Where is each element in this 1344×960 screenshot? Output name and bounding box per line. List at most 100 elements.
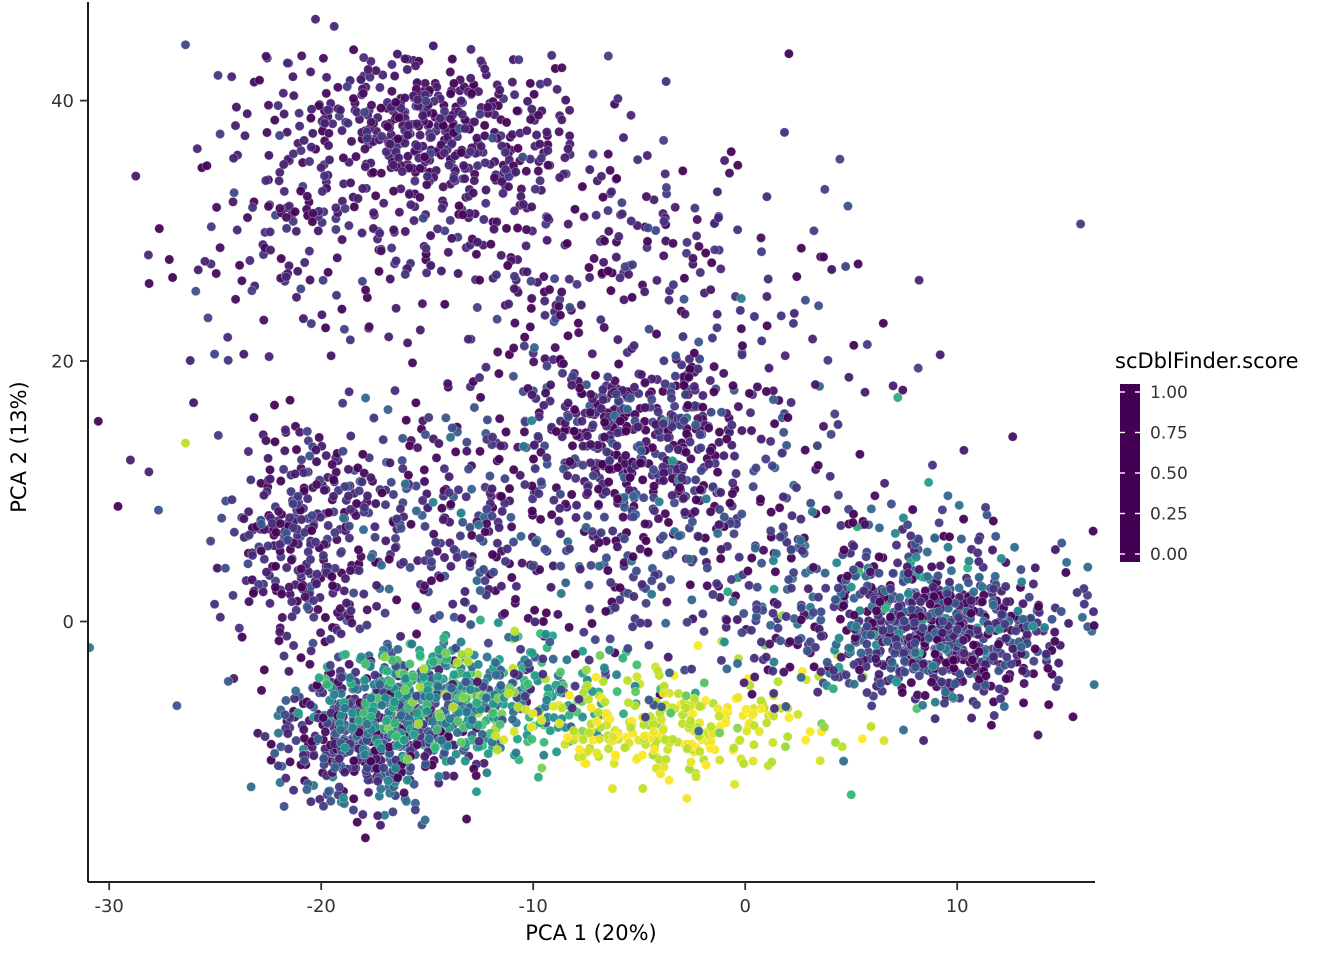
data-point (496, 176, 507, 187)
data-point (899, 656, 910, 667)
data-point (512, 222, 523, 233)
data-point (487, 708, 498, 719)
data-point (282, 728, 293, 739)
data-point (550, 342, 561, 353)
data-point (530, 616, 541, 627)
data-point (537, 653, 548, 664)
data-point (489, 172, 500, 183)
data-point (329, 762, 340, 773)
data-point (933, 570, 944, 581)
data-point (732, 723, 743, 734)
data-point (376, 560, 387, 571)
data-point (243, 596, 254, 607)
data-point (483, 638, 494, 649)
data-point (858, 585, 869, 596)
data-point (386, 477, 397, 488)
data-point (315, 627, 326, 638)
data-point (212, 70, 223, 81)
data-point (746, 425, 757, 436)
data-point (767, 737, 778, 748)
data-point (875, 678, 886, 689)
data-point (399, 685, 410, 696)
data-point (345, 605, 356, 616)
data-point (321, 88, 332, 99)
data-point (685, 715, 696, 726)
data-point (426, 575, 437, 586)
data-point (744, 580, 755, 591)
data-point (336, 304, 347, 315)
data-point (519, 426, 530, 437)
data-point (709, 361, 720, 372)
data-point (292, 266, 303, 277)
data-point (421, 706, 432, 717)
data-point (360, 284, 371, 295)
data-point (534, 411, 545, 422)
data-point (805, 726, 816, 737)
data-point (738, 608, 749, 619)
data-point (680, 309, 691, 320)
data-point (296, 50, 307, 61)
data-point (702, 580, 713, 591)
data-point (591, 210, 602, 221)
data-point (693, 726, 704, 737)
data-point (751, 462, 762, 473)
data-point (284, 582, 295, 593)
data-point (291, 735, 302, 746)
data-point (769, 418, 780, 429)
data-point (812, 440, 823, 451)
data-point (640, 377, 651, 388)
data-point (263, 453, 274, 464)
data-point (399, 92, 410, 103)
data-point (552, 84, 563, 95)
data-point (205, 536, 216, 547)
data-point (800, 735, 811, 746)
data-point (674, 482, 685, 493)
data-point (658, 250, 669, 261)
data-point (570, 649, 581, 660)
data-point (284, 512, 295, 523)
data-point (211, 202, 222, 213)
data-point (474, 275, 485, 286)
data-point (874, 596, 885, 607)
data-point (113, 501, 124, 512)
data-point (446, 683, 457, 694)
data-point (318, 712, 329, 723)
data-point (705, 375, 716, 386)
data-point (503, 181, 514, 192)
data-point (686, 664, 697, 675)
data-point (574, 694, 585, 705)
data-point (341, 598, 352, 609)
data-point (522, 96, 533, 107)
data-point (278, 88, 289, 99)
data-point (676, 472, 687, 483)
data-point (793, 635, 804, 646)
data-point (729, 451, 740, 462)
data-point (378, 762, 389, 773)
colorbar-label: 1.00 (1150, 383, 1188, 403)
data-point (380, 535, 391, 546)
data-point (215, 242, 226, 253)
data-point (695, 267, 706, 278)
data-point (963, 666, 974, 677)
data-point (356, 227, 367, 238)
data-point (244, 255, 255, 266)
data-point (533, 165, 544, 176)
data-point (557, 431, 568, 442)
data-point (93, 416, 104, 427)
data-point (612, 686, 623, 697)
data-point (728, 743, 739, 754)
data-point (713, 212, 724, 223)
data-point (471, 770, 482, 781)
data-point (1079, 599, 1090, 610)
data-point (803, 583, 814, 594)
data-point (950, 678, 961, 689)
data-point (517, 558, 528, 569)
data-point (491, 670, 502, 681)
data-point (620, 450, 631, 461)
data-point (318, 753, 329, 764)
data-point (663, 517, 674, 528)
data-point (538, 271, 549, 282)
data-point (526, 276, 537, 287)
data-point (679, 273, 690, 284)
data-point (509, 626, 520, 637)
